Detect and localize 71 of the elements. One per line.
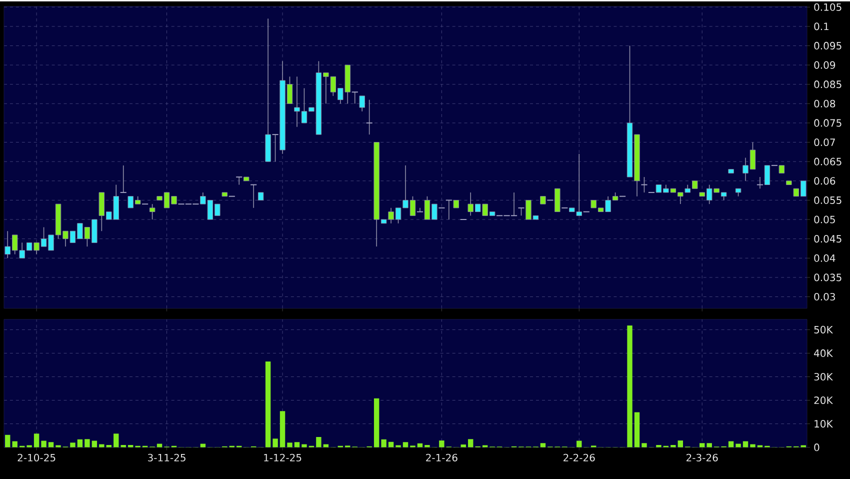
bar xyxy=(114,434,119,448)
x-tick-label: 2-2-26 xyxy=(564,454,595,462)
y-tick-label: 0.1 xyxy=(814,22,829,30)
candlestick xyxy=(250,184,258,208)
y-tick-label: 0.05 xyxy=(814,216,835,224)
bar xyxy=(34,434,40,448)
bar xyxy=(402,442,408,448)
bar xyxy=(424,444,430,448)
bar xyxy=(77,439,83,448)
bar xyxy=(742,441,748,448)
bar xyxy=(381,439,386,448)
bar xyxy=(642,442,647,448)
bar xyxy=(728,441,734,448)
y-tick-label: 20K xyxy=(814,396,834,404)
y-tick-label: 0.03 xyxy=(814,292,835,300)
candlestick xyxy=(359,95,365,112)
x-tick-label: 2-10-25 xyxy=(18,454,56,462)
y-tick-label: 30K xyxy=(814,372,834,380)
y-tick-label: 0.09 xyxy=(814,61,836,69)
bar xyxy=(678,440,684,448)
bar xyxy=(70,442,76,448)
y-tick-label: 0.06 xyxy=(814,176,836,185)
y-tick-label: 0.065 xyxy=(814,158,842,166)
y-tick-label: 0.095 xyxy=(814,42,842,50)
bar xyxy=(316,436,322,448)
bar xyxy=(627,325,632,448)
bar xyxy=(736,444,741,448)
y-tick-label: 10K xyxy=(814,420,834,428)
bar xyxy=(92,440,98,448)
bar xyxy=(670,444,676,448)
bar xyxy=(287,442,292,448)
bar xyxy=(540,442,546,448)
candlestick xyxy=(554,188,560,212)
bar xyxy=(374,398,380,448)
y-tick-label: 40K xyxy=(814,349,834,357)
bar xyxy=(468,438,474,448)
bar xyxy=(265,361,271,448)
bar xyxy=(280,410,286,448)
y-tick-label: 0.055 xyxy=(814,196,842,204)
candlestick xyxy=(640,176,648,193)
candlestick xyxy=(366,99,373,135)
bar xyxy=(84,438,90,448)
bar xyxy=(294,442,300,448)
candlestick xyxy=(120,164,127,193)
bar xyxy=(41,440,46,448)
candlestick xyxy=(764,164,770,185)
bar xyxy=(48,442,54,448)
y-tick-label: 0.105 xyxy=(814,3,842,11)
x-tick-label: 2-1-26 xyxy=(426,454,458,462)
y-tick-label: 0 xyxy=(814,443,820,451)
x-tick-label: 1-12-25 xyxy=(264,454,302,462)
bar xyxy=(706,442,712,448)
x-tick-label: 2-3-26 xyxy=(686,454,718,462)
x-tick-label: 3-11-25 xyxy=(148,454,186,462)
bar xyxy=(439,440,444,448)
y-tick-label: 0.035 xyxy=(814,273,842,282)
y-tick-label: 50K xyxy=(814,326,834,334)
bar xyxy=(5,434,10,448)
y-tick-label: 0.045 xyxy=(814,234,842,242)
bar xyxy=(634,412,640,448)
bar xyxy=(12,441,18,448)
y-tick-label: 0.075 xyxy=(814,119,842,127)
bar xyxy=(656,444,662,448)
bar xyxy=(272,438,278,448)
candlestick xyxy=(149,204,156,220)
bar xyxy=(576,440,582,448)
y-tick-label: 0.07 xyxy=(814,138,835,146)
y-tick-label: 0.04 xyxy=(814,254,836,262)
y-tick-label: 0.085 xyxy=(814,80,842,88)
bar xyxy=(700,442,705,448)
y-tick-label: 0.08 xyxy=(814,100,836,108)
